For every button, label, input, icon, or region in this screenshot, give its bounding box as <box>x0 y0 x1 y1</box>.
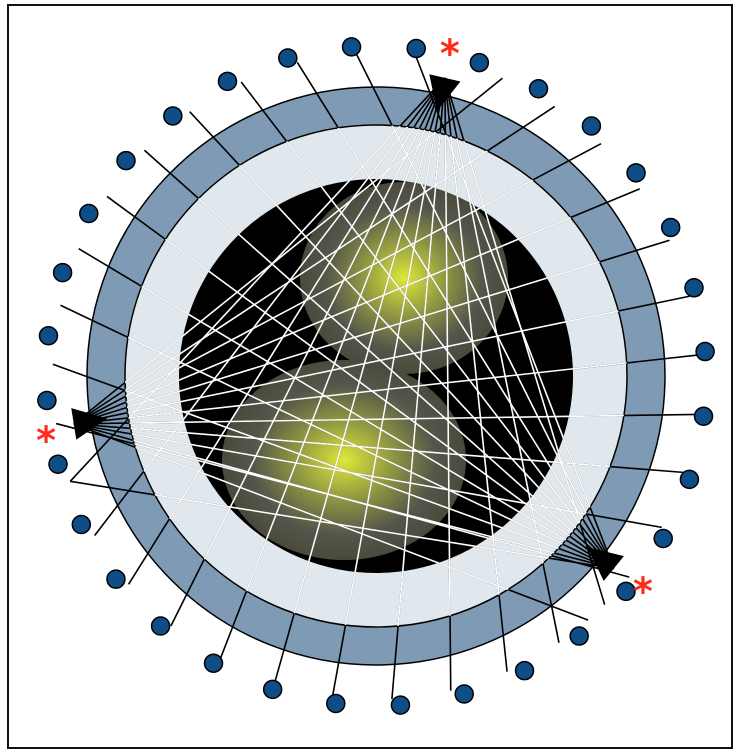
detector-dot <box>116 150 136 171</box>
ray-segment-inner <box>125 423 627 474</box>
detector-dot <box>679 469 700 490</box>
upper-glow-region <box>300 182 508 374</box>
ray-segment-inner <box>125 125 446 482</box>
ray-segment-inner <box>125 413 627 425</box>
detector-dot <box>217 71 238 92</box>
ray-segment-inner <box>189 125 615 570</box>
source-marker: * <box>633 569 653 613</box>
ray-segment-inner <box>219 125 446 627</box>
ray-segment-inner <box>125 295 627 425</box>
detector-dot <box>454 684 474 704</box>
detector-dot <box>341 37 362 57</box>
detector-dot <box>48 454 68 474</box>
ray-segment-inner <box>125 125 503 425</box>
source-marker: * <box>440 31 460 75</box>
ray-segment-inner <box>240 125 615 570</box>
ray-segment-inner <box>125 363 615 570</box>
ray-segment-inner <box>391 125 446 627</box>
detector-dot <box>163 106 183 126</box>
ray-segment-inner <box>444 125 452 627</box>
ray-segment-inner <box>125 248 615 570</box>
detector-dot <box>52 262 73 283</box>
ray-segment-inner <box>125 239 627 425</box>
detector-dot <box>79 203 99 224</box>
ray-segment-inner <box>444 125 606 605</box>
ray-segment-inner <box>125 195 615 570</box>
ray-segment-inner <box>125 143 602 425</box>
detector-dot <box>262 679 283 700</box>
detector-dot <box>469 52 490 73</box>
detector-dot <box>528 79 549 99</box>
ray-segment-inner <box>414 125 615 569</box>
ray-segment-inner <box>125 304 615 570</box>
detector-dot <box>693 406 714 426</box>
detector-dot <box>616 581 636 602</box>
lower-glow-region <box>222 360 466 560</box>
detector-dot <box>569 626 589 646</box>
detector-dot <box>106 569 126 589</box>
ray-segment-inner <box>125 125 446 536</box>
source-triangle <box>71 408 108 440</box>
ray-segment-inner <box>444 125 508 627</box>
ray-segment-inner <box>125 422 615 570</box>
ray-segment-inner <box>296 125 615 569</box>
detector-dot <box>695 341 715 362</box>
ray-segment-inner <box>444 125 560 627</box>
detector-dot <box>626 163 646 183</box>
detector-dot <box>203 653 224 673</box>
ray-segment-inner <box>355 125 615 569</box>
source-triangle <box>429 74 461 111</box>
ray-segment-inner <box>125 188 627 425</box>
ray-segment-inner <box>125 423 627 529</box>
source-triangle <box>587 547 624 582</box>
detector-dot <box>390 695 411 715</box>
detector-dot <box>581 116 602 136</box>
source-marker: * <box>36 418 56 462</box>
detector-dot <box>150 616 171 636</box>
detector-dot <box>278 48 298 68</box>
ray-segment-inner <box>125 423 589 621</box>
detector-dot <box>684 278 704 298</box>
detector-dot <box>71 514 92 535</box>
ray-segment-inner <box>143 149 615 570</box>
detector-dot <box>406 38 426 59</box>
detector-dot <box>514 660 535 681</box>
ray-segment-inner <box>331 125 446 627</box>
detector-dot <box>37 390 57 411</box>
detector-dot <box>660 217 681 238</box>
ray-segment-inner <box>273 125 446 627</box>
ray-segment-inner <box>125 354 627 425</box>
ray-segment-inner <box>125 125 556 425</box>
detector-dot <box>38 326 59 346</box>
detector-dot <box>653 528 673 549</box>
detector-dot <box>326 693 346 714</box>
ray-segment-inner <box>125 480 614 570</box>
